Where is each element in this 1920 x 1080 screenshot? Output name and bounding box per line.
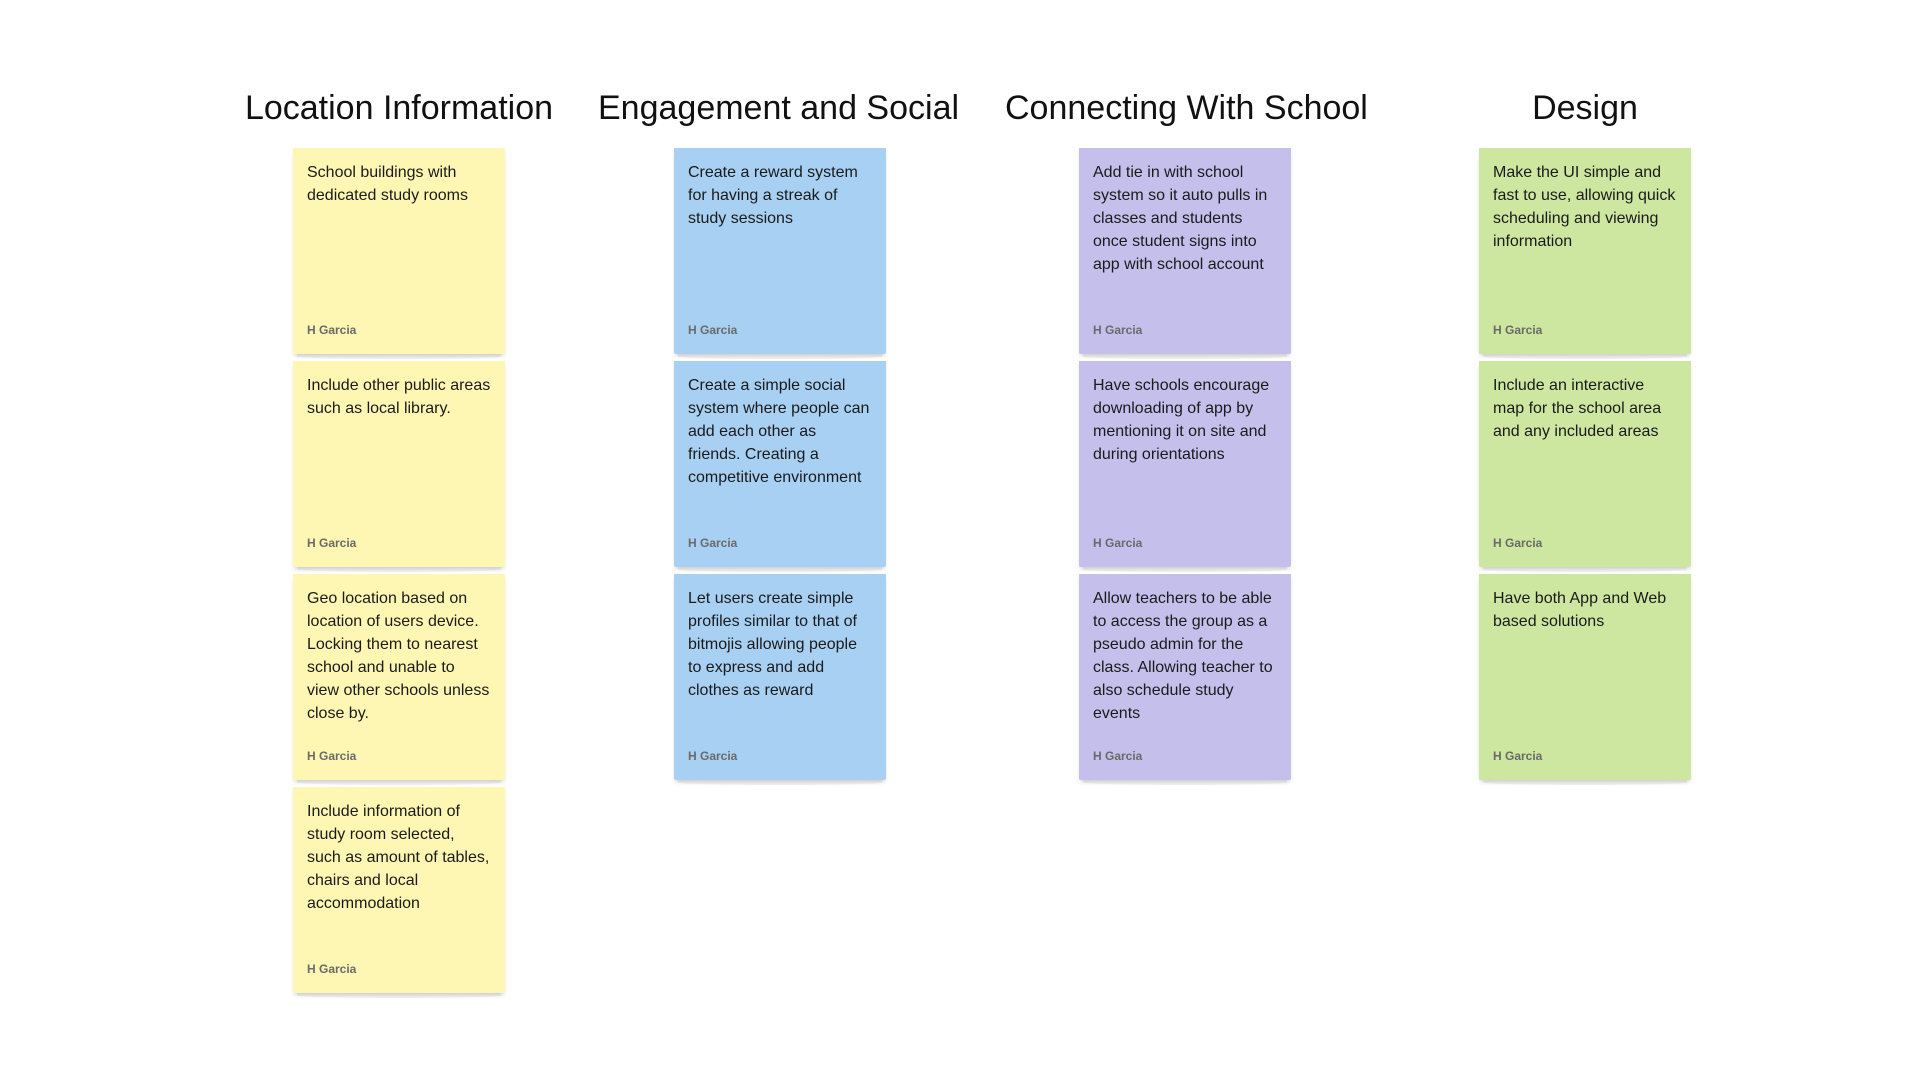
column-title[interactable]: Connecting With School bbox=[1005, 89, 1368, 127]
sticky-note[interactable]: Add tie in with school system so it auto… bbox=[1079, 148, 1291, 359]
column-engagement-and-social: Engagement and Social Create a reward sy… bbox=[598, 88, 960, 785]
sticky-note-text: Create a simple social system where peop… bbox=[688, 377, 870, 486]
sticky-note[interactable]: Include information of study room select… bbox=[293, 787, 505, 998]
sticky-note-text: Have schools encourage downloading of ap… bbox=[1093, 377, 1270, 463]
sticky-note[interactable]: Allow teachers to be able to access the … bbox=[1079, 574, 1291, 785]
sticky-note-author: H Garcia bbox=[1493, 323, 1543, 337]
notes-stack: Make the UI simple and fast to use, allo… bbox=[1479, 148, 1691, 787]
sticky-note-author: H Garcia bbox=[1493, 749, 1543, 763]
sticky-note-text: Have both App and Web based solutions bbox=[1493, 590, 1667, 630]
sticky-note-text: Create a reward system for having a stre… bbox=[688, 164, 858, 227]
sticky-note[interactable]: Have schools encourage downloading of ap… bbox=[1079, 361, 1291, 572]
notes-stack: Add tie in with school system so it auto… bbox=[1079, 148, 1291, 787]
sticky-note[interactable]: School buildings with dedicated study ro… bbox=[293, 148, 505, 359]
notes-stack: Create a reward system for having a stre… bbox=[674, 148, 886, 787]
sticky-note-author: H Garcia bbox=[1493, 536, 1543, 550]
notes-stack: School buildings with dedicated study ro… bbox=[293, 148, 505, 1000]
sticky-note-text: Include an interactive map for the schoo… bbox=[1493, 377, 1662, 440]
sticky-note-author: H Garcia bbox=[307, 323, 357, 337]
column-design: Design Make the UI simple and fast to us… bbox=[1405, 88, 1765, 785]
sticky-note-author: H Garcia bbox=[307, 962, 357, 976]
sticky-note[interactable]: Make the UI simple and fast to use, allo… bbox=[1479, 148, 1691, 359]
sticky-note-text: Geo location based on location of users … bbox=[307, 590, 490, 722]
sticky-note-text: Allow teachers to be able to access the … bbox=[1093, 590, 1273, 722]
sticky-note-text: Make the UI simple and fast to use, allo… bbox=[1493, 164, 1676, 250]
column-location-information: Location Information School buildings wi… bbox=[219, 88, 579, 998]
sticky-note[interactable]: Create a simple social system where peop… bbox=[674, 361, 886, 572]
column-title[interactable]: Design bbox=[1532, 89, 1638, 127]
sticky-note-author: H Garcia bbox=[688, 749, 738, 763]
sticky-note[interactable]: Include other public areas such as local… bbox=[293, 361, 505, 572]
sticky-note-author: H Garcia bbox=[688, 536, 738, 550]
sticky-note-text: Let users create simple profiles similar… bbox=[688, 590, 857, 699]
sticky-note-author: H Garcia bbox=[307, 749, 357, 763]
sticky-note-text: Include other public areas such as local… bbox=[307, 377, 491, 417]
column-title[interactable]: Engagement and Social bbox=[598, 89, 960, 127]
sticky-note[interactable]: Include an interactive map for the schoo… bbox=[1479, 361, 1691, 572]
sticky-note[interactable]: Let users create simple profiles similar… bbox=[674, 574, 886, 785]
sticky-note-text: School buildings with dedicated study ro… bbox=[307, 164, 468, 204]
column-title[interactable]: Location Information bbox=[244, 89, 554, 127]
sticky-note[interactable]: Create a reward system for having a stre… bbox=[674, 148, 886, 359]
sticky-note[interactable]: Geo location based on location of users … bbox=[293, 574, 505, 785]
sticky-note-text: Add tie in with school system so it auto… bbox=[1093, 164, 1268, 273]
sticky-note-author: H Garcia bbox=[1093, 323, 1143, 337]
sticky-note-text: Include information of study room select… bbox=[307, 803, 490, 912]
sticky-note-author: H Garcia bbox=[688, 323, 738, 337]
sticky-note-author: H Garcia bbox=[1093, 536, 1143, 550]
column-connecting-with-school: Connecting With School Add tie in with s… bbox=[1005, 88, 1368, 785]
sticky-note[interactable]: Have both App and Web based solutions H … bbox=[1479, 574, 1691, 785]
sticky-note-author: H Garcia bbox=[307, 536, 357, 550]
sticky-note-author: H Garcia bbox=[1093, 749, 1143, 763]
